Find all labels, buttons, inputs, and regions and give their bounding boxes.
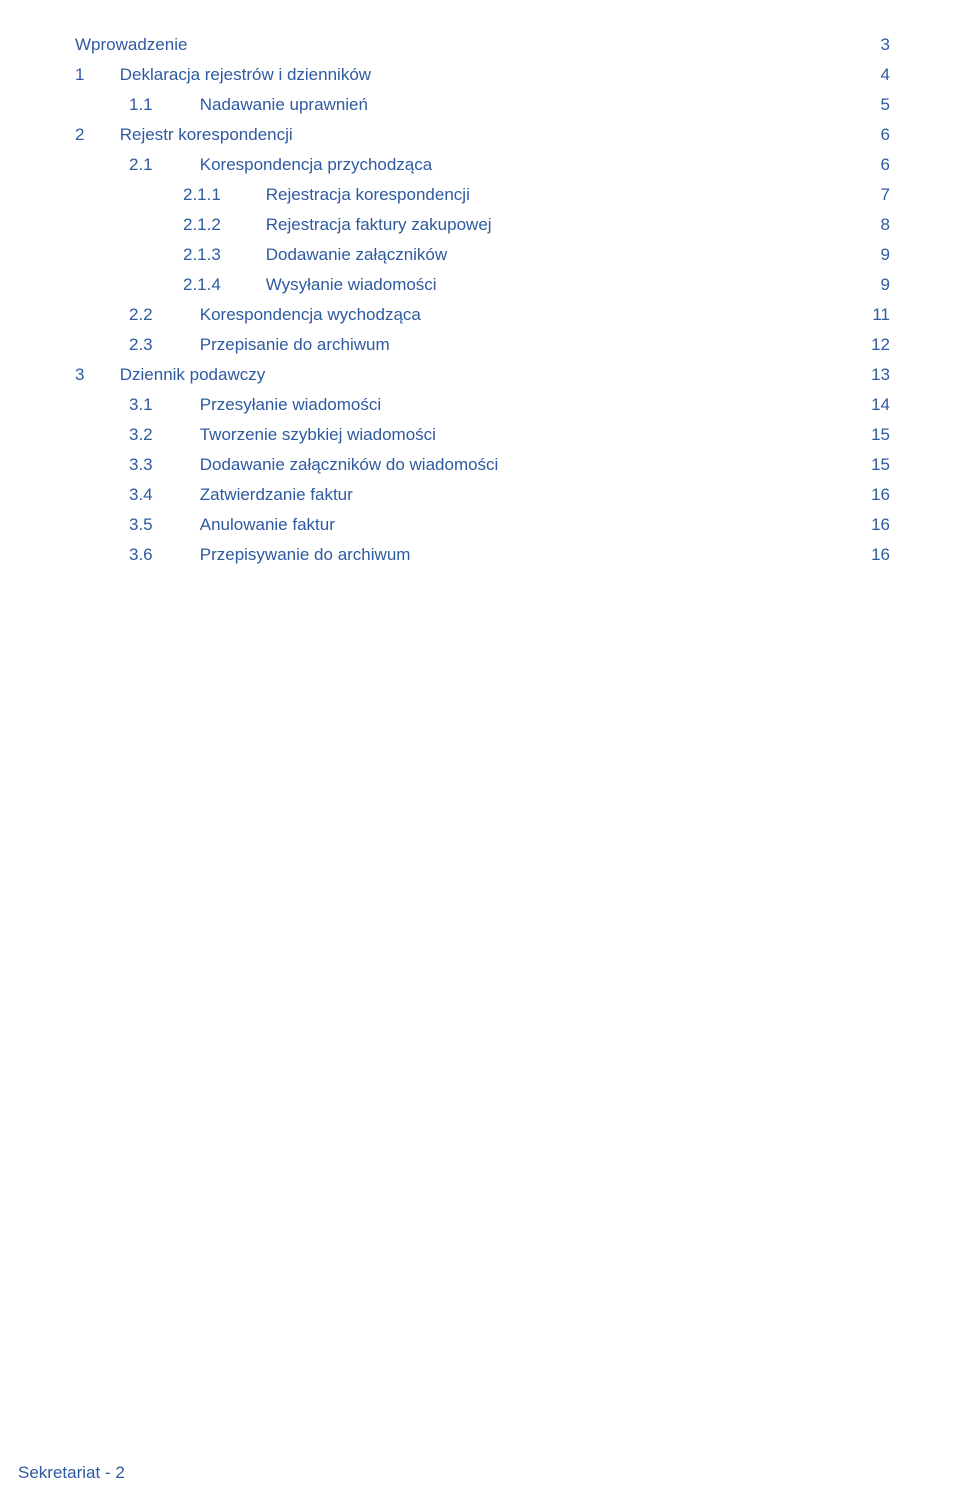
toc-entry-page: 11 bbox=[862, 300, 890, 330]
toc-entry-number: 3.6 bbox=[129, 540, 195, 570]
toc-entry-number: 1.1 bbox=[129, 90, 195, 120]
toc-entry-number: 3.3 bbox=[129, 450, 195, 480]
leader-dots bbox=[75, 563, 890, 565]
toc-entry-page: 15 bbox=[862, 420, 890, 450]
toc-entry-page: 7 bbox=[862, 180, 890, 210]
toc-entry-number: 3.1 bbox=[129, 390, 195, 420]
leader-dots bbox=[75, 53, 890, 55]
toc-entry[interactable]: 2.1.1 Rejestracja korespondencji 7 bbox=[75, 180, 890, 210]
toc-entry-number: 2.1.2 bbox=[183, 210, 261, 240]
toc-entry-label: Deklaracja rejestrów i dzienników bbox=[120, 60, 377, 90]
toc-entry[interactable]: 3.2 Tworzenie szybkiej wiadomości 15 bbox=[75, 420, 890, 450]
toc-entry-label: Wprowadzenie bbox=[75, 30, 193, 60]
toc-entry-label: Dziennik podawczy bbox=[120, 360, 272, 390]
toc-entry-page: 6 bbox=[862, 150, 890, 180]
toc-entry-number: 2.3 bbox=[129, 330, 195, 360]
toc-entry-label: Zatwierdzanie faktur bbox=[200, 480, 359, 510]
toc-entry-page: 12 bbox=[862, 330, 890, 360]
leader-dots bbox=[75, 413, 890, 415]
toc-entry[interactable]: 2.1.2 Rejestracja faktury zakupowej 8 bbox=[75, 210, 890, 240]
toc-entry-page: 6 bbox=[862, 120, 890, 150]
leader-dots bbox=[75, 113, 890, 115]
toc-entry[interactable]: Wprowadzenie 3 bbox=[75, 30, 890, 60]
toc-entry-page: 16 bbox=[862, 480, 890, 510]
toc-entry-label: Anulowanie faktur bbox=[200, 510, 341, 540]
toc-entry-page: 15 bbox=[862, 450, 890, 480]
toc-entry[interactable]: 3 Dziennik podawczy 13 bbox=[75, 360, 890, 390]
page-footer: Sekretariat - 2 bbox=[18, 1463, 125, 1483]
toc-entry[interactable]: 3.6 Przepisywanie do archiwum 16 bbox=[75, 540, 890, 570]
toc-entry[interactable]: 2.1.3 Dodawanie załączników 9 bbox=[75, 240, 890, 270]
table-of-contents: Wprowadzenie 3 1 Deklaracja rejestrów i … bbox=[75, 30, 890, 570]
toc-entry-label: Nadawanie uprawnień bbox=[200, 90, 374, 120]
toc-entry-label: Przepisanie do archiwum bbox=[200, 330, 396, 360]
toc-entry[interactable]: 3.4 Zatwierdzanie faktur 16 bbox=[75, 480, 890, 510]
toc-entry-number: 2.1.3 bbox=[183, 240, 261, 270]
toc-entry[interactable]: 1 Deklaracja rejestrów i dzienników 4 bbox=[75, 60, 890, 90]
leader-dots bbox=[75, 353, 890, 355]
toc-entry[interactable]: 3.3 Dodawanie załączników do wiadomości … bbox=[75, 450, 890, 480]
leader-dots bbox=[75, 503, 890, 505]
toc-entry-page: 14 bbox=[862, 390, 890, 420]
toc-entry-number: 2.1.4 bbox=[183, 270, 261, 300]
toc-entry-label: Przepisywanie do archiwum bbox=[200, 540, 417, 570]
toc-entry-label: Rejestracja korespondencji bbox=[266, 180, 476, 210]
toc-entry-number: 1 bbox=[75, 60, 115, 90]
toc-entry-number: 2.2 bbox=[129, 300, 195, 330]
toc-entry-label: Rejestracja faktury zakupowej bbox=[266, 210, 498, 240]
toc-entry[interactable]: 2.3 Przepisanie do archiwum 12 bbox=[75, 330, 890, 360]
footer-page-number: 2 bbox=[115, 1463, 124, 1482]
toc-entry[interactable]: 3.1 Przesyłanie wiadomości 14 bbox=[75, 390, 890, 420]
toc-entry-number: 3.4 bbox=[129, 480, 195, 510]
leader-dots bbox=[75, 323, 890, 325]
toc-entry-label: Korespondencja przychodząca bbox=[200, 150, 438, 180]
toc-entry-label: Wysyłanie wiadomości bbox=[266, 270, 443, 300]
toc-entry-page: 16 bbox=[862, 510, 890, 540]
toc-entry[interactable]: 2 Rejestr korespondencji 6 bbox=[75, 120, 890, 150]
toc-entry-label: Tworzenie szybkiej wiadomości bbox=[200, 420, 442, 450]
toc-entry-page: 3 bbox=[862, 30, 890, 60]
toc-entry-number: 2 bbox=[75, 120, 115, 150]
toc-entry-page: 13 bbox=[862, 360, 890, 390]
leader-dots bbox=[75, 443, 890, 445]
toc-entry-number: 3 bbox=[75, 360, 115, 390]
toc-entry-page: 9 bbox=[862, 270, 890, 300]
toc-entry-number: 3.5 bbox=[129, 510, 195, 540]
toc-entry-number: 3.2 bbox=[129, 420, 195, 450]
toc-entry-label: Korespondencja wychodząca bbox=[200, 300, 427, 330]
leader-dots bbox=[75, 533, 890, 535]
toc-entry-page: 9 bbox=[862, 240, 890, 270]
toc-entry[interactable]: 2.1 Korespondencja przychodząca 6 bbox=[75, 150, 890, 180]
toc-entry-page: 16 bbox=[862, 540, 890, 570]
leader-dots bbox=[75, 173, 890, 175]
toc-entry-number: 2.1 bbox=[129, 150, 195, 180]
toc-entry-page: 5 bbox=[862, 90, 890, 120]
toc-entry-page: 4 bbox=[862, 60, 890, 90]
footer-title: Sekretariat - bbox=[18, 1463, 115, 1482]
toc-entry[interactable]: 3.5 Anulowanie faktur 16 bbox=[75, 510, 890, 540]
toc-entry-number: 2.1.1 bbox=[183, 180, 261, 210]
toc-entry[interactable]: 2.1.4 Wysyłanie wiadomości 9 bbox=[75, 270, 890, 300]
toc-entry-label: Dodawanie załączników bbox=[266, 240, 453, 270]
toc-entry-label: Przesyłanie wiadomości bbox=[200, 390, 387, 420]
toc-entry-page: 8 bbox=[862, 210, 890, 240]
toc-entry-label: Dodawanie załączników do wiadomości bbox=[200, 450, 505, 480]
toc-entry-label: Rejestr korespondencji bbox=[120, 120, 299, 150]
toc-entry[interactable]: 2.2 Korespondencja wychodząca 11 bbox=[75, 300, 890, 330]
toc-entry[interactable]: 1.1 Nadawanie uprawnień 5 bbox=[75, 90, 890, 120]
